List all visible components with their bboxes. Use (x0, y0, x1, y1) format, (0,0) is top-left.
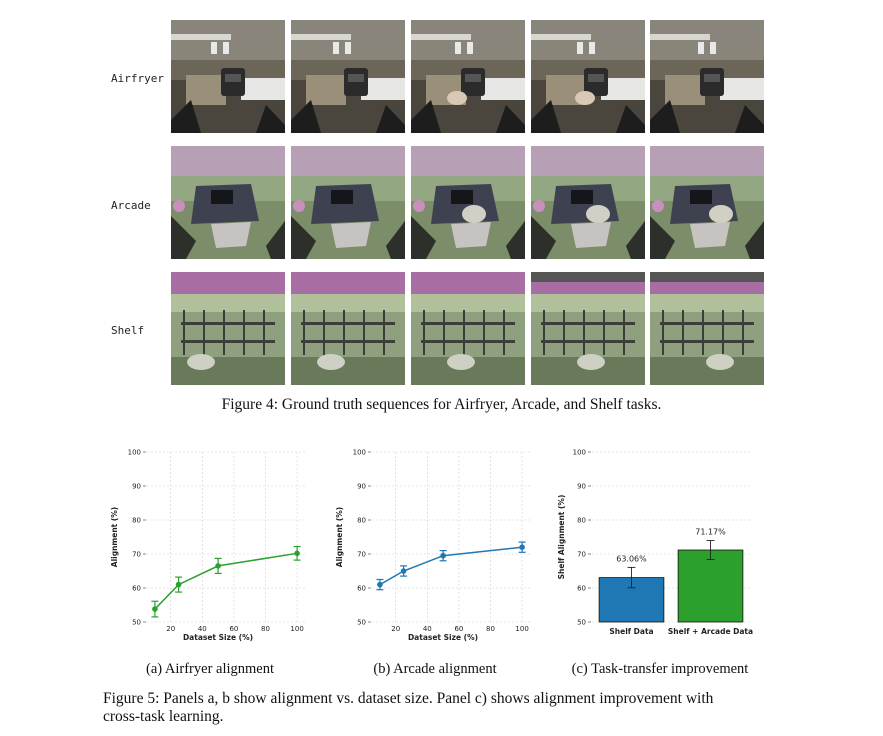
frame-airfryer-3 (411, 20, 525, 133)
bar-data-label-1: 71.17% (695, 528, 726, 537)
y-axis-label: Alignment (%) (110, 507, 119, 567)
x-tick-label-100: 100 (290, 625, 303, 633)
frame-shelf-2 (291, 272, 405, 385)
subcaption-a: (a) Airfryer alignment (145, 661, 275, 677)
arcade-alignment-chart: 50 60 70 80 90 100 Alignment (%) 20 40 60 80 100 Dat… (330, 443, 545, 648)
y-tick-label-100: 100 (128, 449, 141, 457)
x-tick-label-60: 60 (454, 625, 463, 633)
row-label-shelf: Shelf (111, 324, 145, 337)
airfryer-alignment-plot: 50 60 70 80 90 100 Alignment (%) 20 40 60 80 100 Dat… (110, 449, 305, 642)
airfryer-alignment-chart: 50 60 70 80 90 100 Alignment (%) 20 40 60 80 100 Dat… (105, 443, 320, 648)
y-tick-label-90: 90 (577, 483, 586, 491)
data-point-2 (215, 563, 221, 569)
frame-arcade-4 (531, 146, 645, 259)
frame-shelf-4 (531, 272, 645, 385)
series-line (154, 552, 298, 610)
series-line (379, 546, 523, 586)
x-tick-label-80: 80 (261, 625, 270, 633)
frame-shelf-5 (650, 272, 764, 385)
x-tick-label-80: 80 (486, 625, 495, 633)
data-point-0 (152, 606, 158, 612)
data-point-1 (175, 581, 182, 588)
figure-5-caption: Figure 5: Panels a, b show alignment vs.… (103, 690, 793, 726)
y-tick-label-80: 80 (577, 517, 586, 525)
bar-category-label-1: Shelf + Arcade Data (668, 627, 753, 636)
frame-arcade-1 (171, 146, 285, 259)
frame-shelf-3 (411, 272, 525, 385)
frame-arcade-3 (411, 146, 525, 259)
x-tick-label-40: 40 (423, 625, 432, 633)
row-label-airfryer: Airfryer (111, 72, 164, 85)
data-point-3 (519, 544, 525, 550)
arcade-alignment-plot: 50 60 70 80 90 100 Alignment (%) 20 40 60 80 100 Dat… (335, 449, 530, 642)
y-tick-label-60: 60 (357, 585, 366, 593)
x-tick-label-20: 20 (391, 625, 400, 633)
frame-airfryer-4 (531, 20, 645, 133)
y-tick-label-70: 70 (132, 551, 141, 559)
y-tick-label-100: 100 (573, 449, 586, 457)
y-tick-label-80: 80 (357, 517, 366, 525)
task-transfer-bar-plot: 50 60 70 80 90 100 Shelf Alignment (%) 63.06% Sh… (557, 449, 753, 637)
row-label-arcade: Arcade (111, 199, 151, 212)
y-axis-label: Alignment (%) (335, 507, 344, 567)
figure-5-caption-line-2: cross-task learning. (103, 708, 224, 725)
y-tick-label-90: 90 (132, 483, 141, 491)
frame-airfryer-2 (291, 20, 405, 133)
y-tick-label-70: 70 (577, 551, 586, 559)
figure-5-caption-line-1: Figure 5: Panels a, b show alignment vs.… (103, 690, 714, 707)
frame-arcade-2 (291, 146, 405, 259)
subcaption-b: (b) Arcade alignment (373, 661, 497, 677)
bar-1 (677, 549, 744, 623)
subcaption-c: (c) Task-transfer improvement (571, 661, 749, 677)
y-tick-label-60: 60 (577, 585, 586, 593)
frame-shelf-1 (171, 272, 285, 385)
bar-data-label-0: 63.06% (616, 554, 647, 563)
frame-airfryer-1 (171, 20, 285, 133)
frame-airfryer-5 (650, 20, 764, 133)
bar-category-label-0: Shelf Data (609, 627, 653, 636)
x-tick-label-40: 40 (198, 625, 207, 633)
data-point-2 (440, 552, 446, 559)
y-tick-label-50: 50 (577, 619, 586, 627)
task-transfer-chart: 50 60 70 80 90 100 Shelf Alignment (%) 63.06% Sh… (550, 443, 765, 648)
data-point-3 (294, 550, 300, 557)
x-tick-label-60: 60 (229, 625, 238, 633)
data-point-1 (400, 568, 407, 574)
data-point-0 (377, 581, 383, 588)
y-tick-label-100: 100 (353, 449, 366, 457)
frame-arcade-5 (650, 146, 764, 259)
y-tick-label-50: 50 (132, 619, 141, 627)
y-tick-label-90: 90 (357, 483, 366, 491)
figure-4-caption: Figure 4: Ground truth sequences for Air… (221, 396, 662, 413)
y-axis-label: Shelf Alignment (%) (557, 495, 566, 580)
y-tick-label-80: 80 (132, 517, 141, 525)
x-tick-label-100: 100 (515, 625, 528, 633)
y-tick-label-50: 50 (357, 619, 366, 627)
x-tick-label-20: 20 (166, 625, 175, 633)
y-tick-label-60: 60 (132, 585, 141, 593)
x-axis-label: Dataset Size (%) (408, 633, 478, 642)
y-tick-label-70: 70 (357, 551, 366, 559)
x-axis-label: Dataset Size (%) (183, 633, 253, 642)
